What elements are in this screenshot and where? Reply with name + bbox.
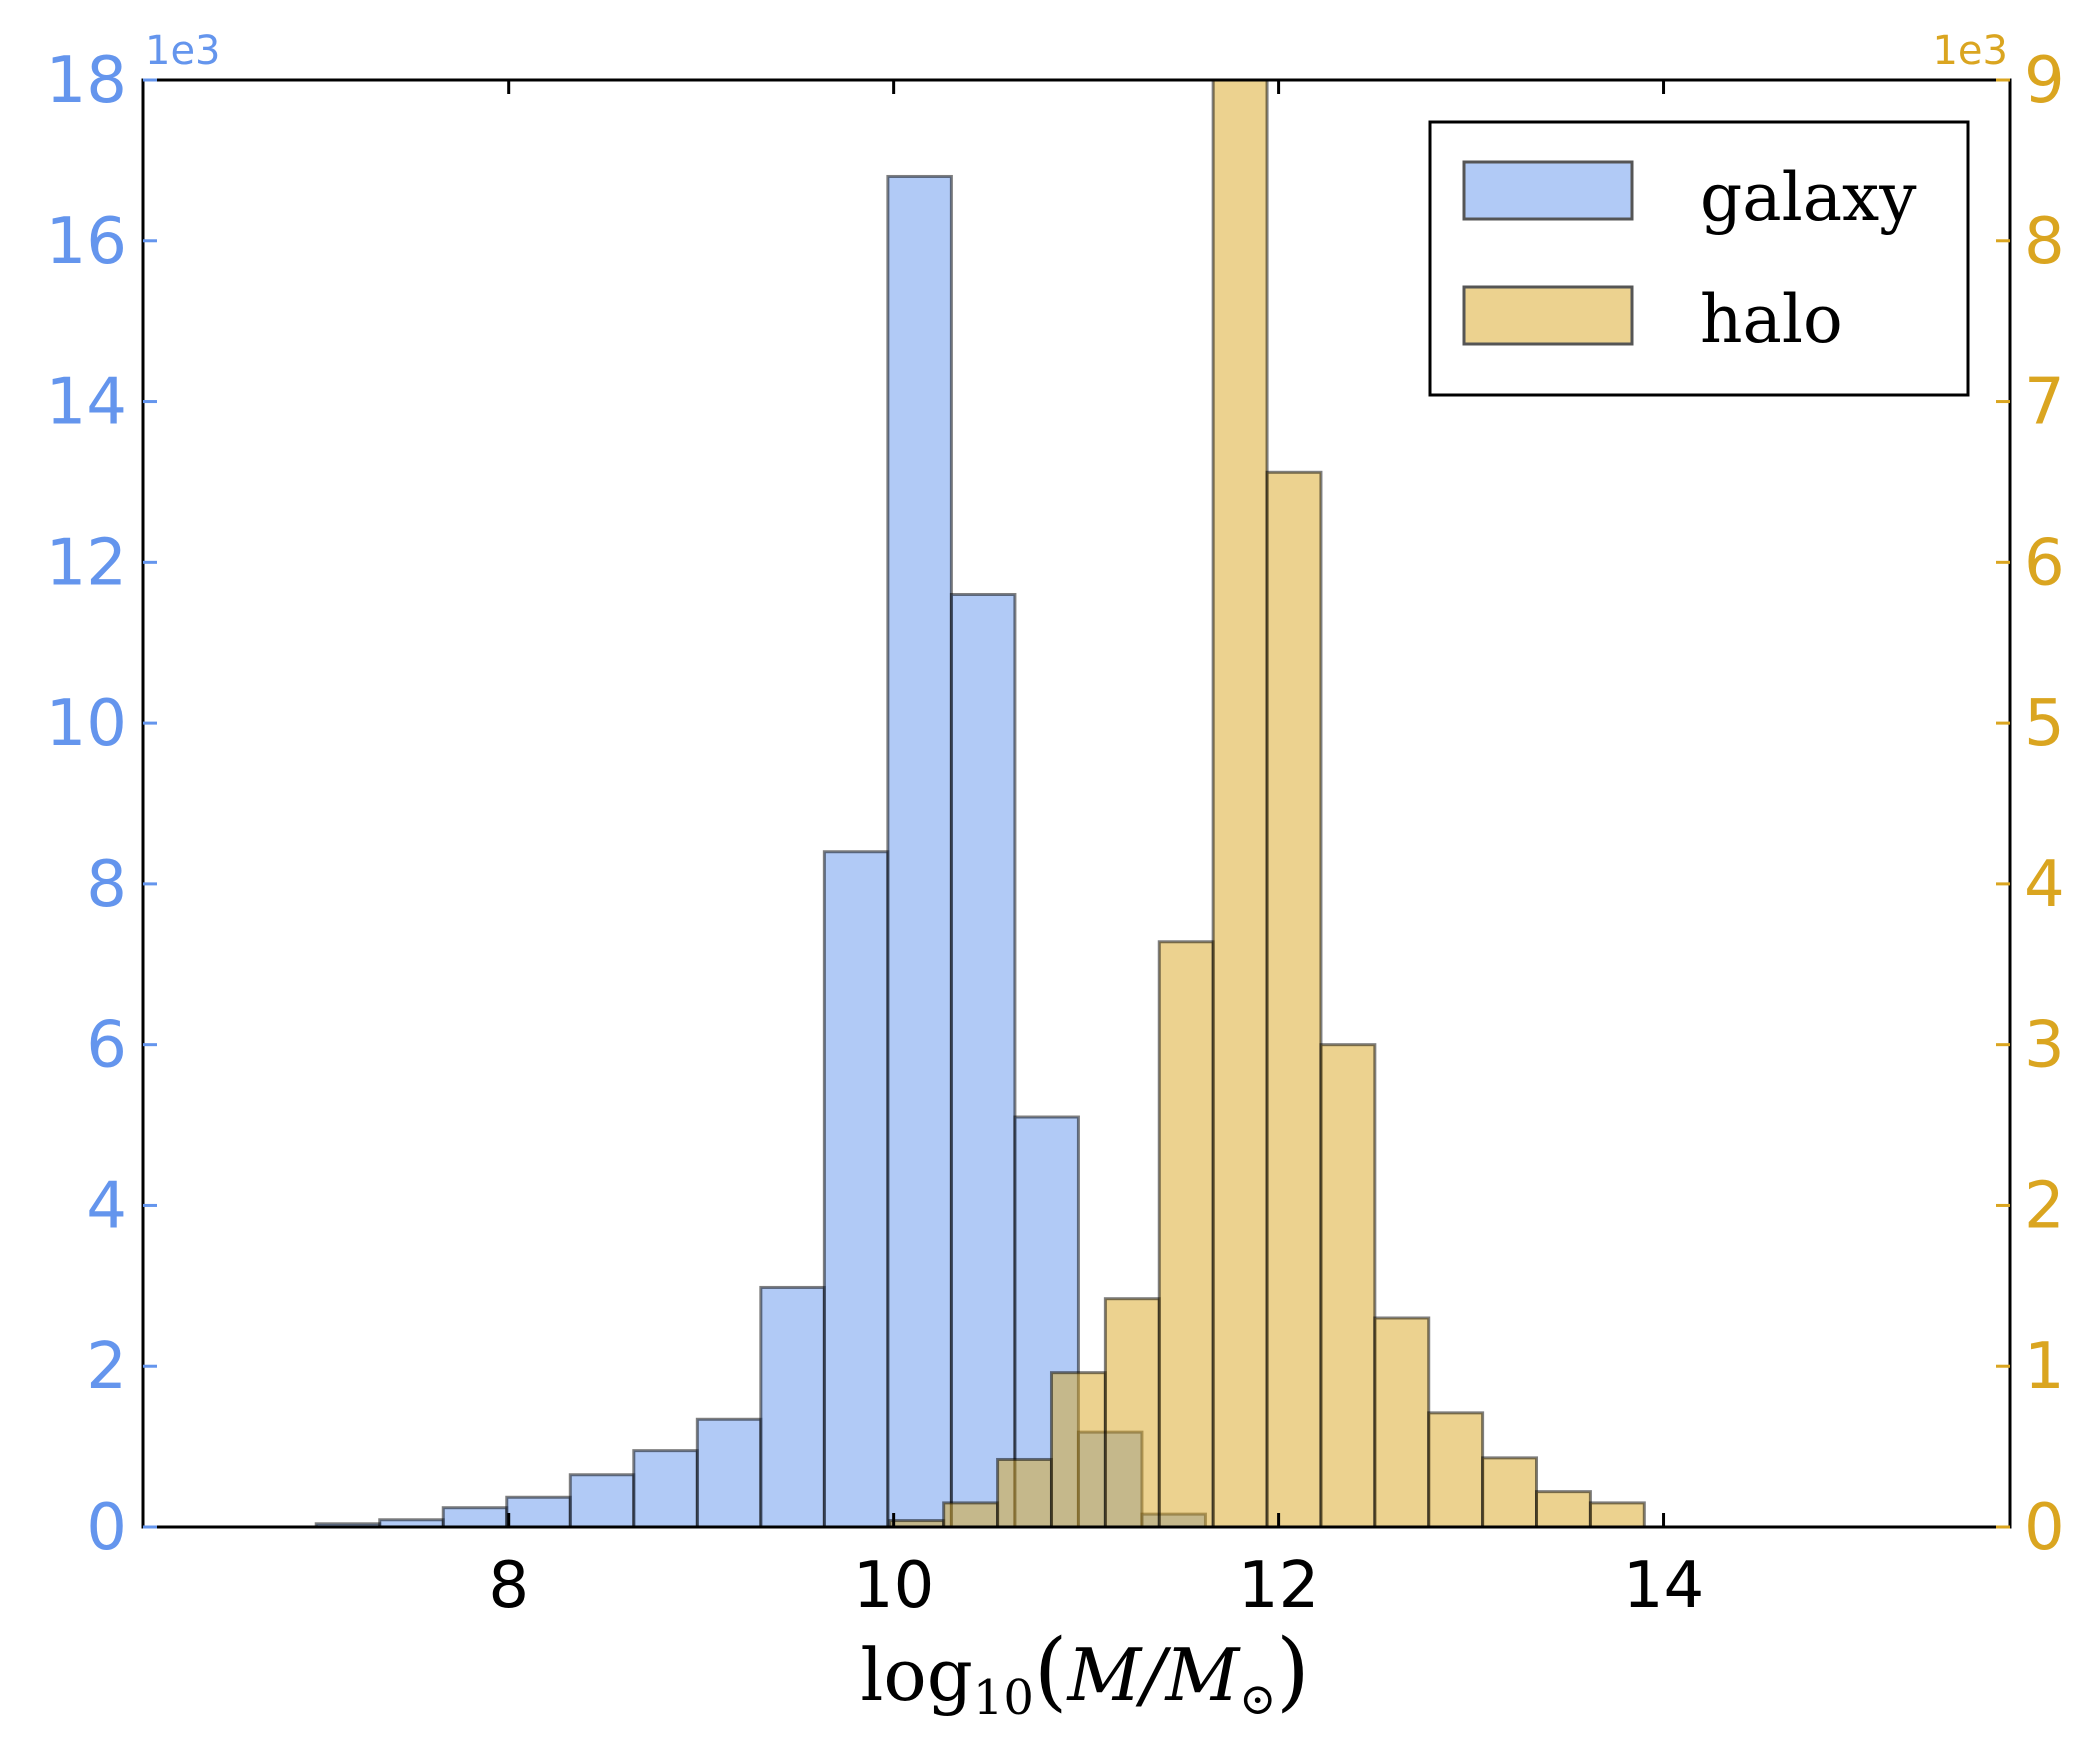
right-tick-label-2: 2 xyxy=(2024,1169,2065,1243)
x-tick-label-3: 14 xyxy=(1623,1549,1704,1623)
bar-halo-1 xyxy=(942,1501,1000,1529)
bar-halo-5 xyxy=(1157,940,1215,1529)
x-label-log: log xyxy=(860,1633,972,1717)
x-axis-label: log10(M/M⊙) xyxy=(860,1621,1309,1726)
left-tick-label-1: 2 xyxy=(86,1330,127,1404)
left-tick-label-3: 6 xyxy=(86,1009,127,1083)
bar-galaxy-10 xyxy=(949,592,1017,1529)
plot-frame xyxy=(141,78,2012,1529)
legend: galaxy halo xyxy=(1428,120,1970,397)
right-tick-label-5: 5 xyxy=(2024,687,2065,761)
bar-galaxy-8 xyxy=(822,850,890,1529)
svg-text:log10(M/M⊙): log10(M/M⊙) xyxy=(860,1621,1309,1726)
bar-galaxy-6 xyxy=(695,1417,763,1529)
left-tick-label-4: 8 xyxy=(86,848,127,922)
left-axis-multiplier: 1e3 xyxy=(145,28,221,74)
bar-halo-6 xyxy=(1211,78,1269,1529)
bar-halo-13 xyxy=(1588,1501,1646,1529)
left-tick-label-5: 10 xyxy=(46,687,127,761)
bar-halo-7 xyxy=(1265,470,1323,1529)
x-tick-label-2: 12 xyxy=(1238,1549,1319,1623)
right-tick-label-7: 7 xyxy=(2024,366,2065,440)
right-tick-label-8: 8 xyxy=(2024,205,2065,279)
x-label-sun-symbol: ⊙ xyxy=(1239,1674,1276,1725)
right-axis-multiplier: 1e3 xyxy=(1932,28,2008,74)
x-label-subscript: 10 xyxy=(973,1670,1034,1726)
left-tick-label-0: 0 xyxy=(86,1491,127,1565)
left-tick-label-9: 18 xyxy=(46,44,127,118)
bar-galaxy-5 xyxy=(632,1449,699,1529)
right-tick-label-6: 6 xyxy=(2024,526,2065,600)
x-tick-label-0: 8 xyxy=(488,1549,529,1623)
bar-galaxy-4 xyxy=(568,1473,636,1529)
bar-halo-11 xyxy=(1481,1456,1539,1529)
x-label-m: M xyxy=(1065,1633,1143,1717)
x-tick-label-1: 10 xyxy=(853,1549,934,1623)
bar-halo-8 xyxy=(1319,1043,1377,1529)
bar-galaxy-2 xyxy=(441,1506,509,1529)
right-tick-label-1: 1 xyxy=(2024,1330,2065,1404)
x-label-msun: M xyxy=(1163,1633,1241,1717)
bar-halo-10 xyxy=(1427,1411,1485,1529)
x-label-close-paren: ) xyxy=(1276,1621,1310,1721)
legend-label-galaxy: galaxy xyxy=(1700,159,1917,236)
right-tick-label-9: 9 xyxy=(2024,44,2065,118)
legend-swatch-galaxy xyxy=(1462,160,1634,221)
legend-swatch-halo xyxy=(1462,285,1634,346)
bar-halo-2 xyxy=(996,1457,1053,1529)
left-tick-label-8: 16 xyxy=(46,205,127,279)
bars-layer xyxy=(314,78,1646,1529)
left-tick-label-7: 14 xyxy=(46,366,127,440)
right-tick-label-0: 0 xyxy=(2024,1491,2065,1565)
legend-label-halo: halo xyxy=(1700,281,1843,358)
bar-halo-4 xyxy=(1103,1297,1161,1529)
bar-halo-3 xyxy=(1049,1371,1107,1529)
left-tick-label-6: 12 xyxy=(46,526,127,600)
bar-halo-12 xyxy=(1535,1490,1592,1529)
right-tick-label-4: 4 xyxy=(2024,848,2065,922)
bar-galaxy-9 xyxy=(886,174,953,1529)
bar-halo-9 xyxy=(1373,1316,1431,1529)
left-tick-label-2: 4 xyxy=(86,1169,127,1243)
x-label-open-paren: ( xyxy=(1034,1621,1068,1721)
bar-galaxy-7 xyxy=(759,1285,826,1529)
bar-galaxy-3 xyxy=(505,1495,572,1529)
right-tick-label-3: 3 xyxy=(2024,1009,2065,1083)
